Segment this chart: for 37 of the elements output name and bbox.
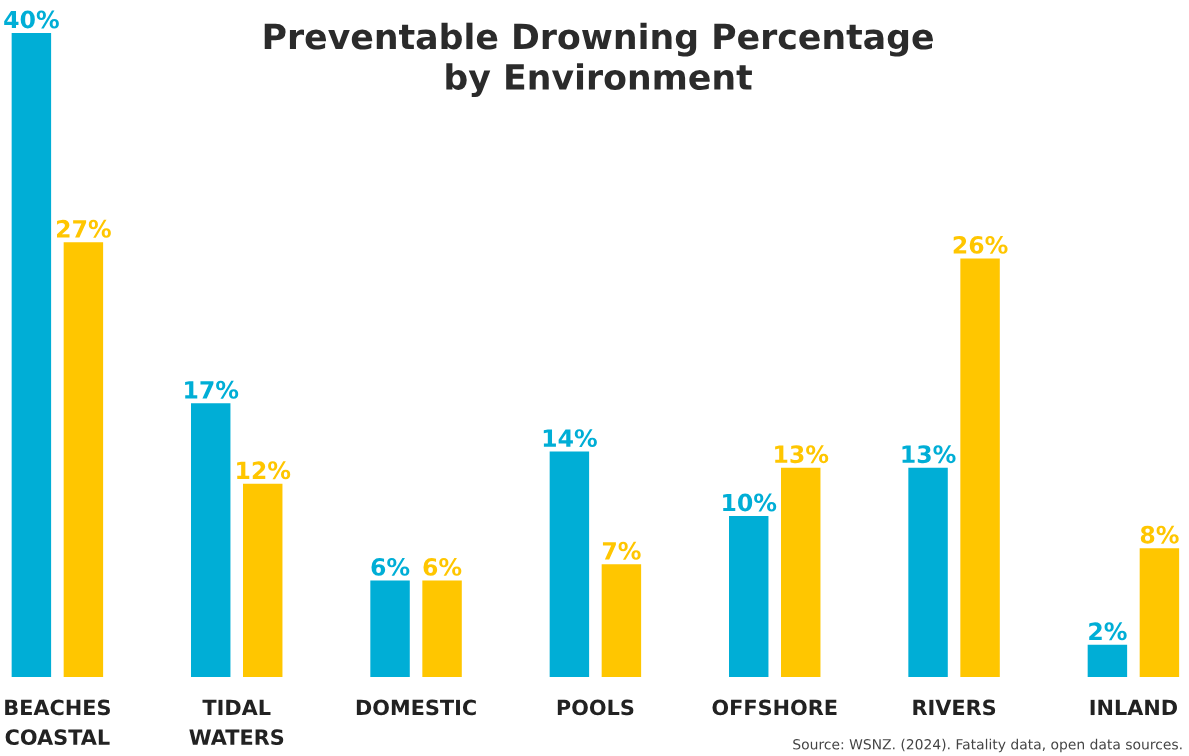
data-label: 8% bbox=[1140, 525, 1179, 544]
data-label: 27% bbox=[57, 219, 111, 238]
data-label: 13% bbox=[902, 445, 956, 464]
data-label: 6% bbox=[371, 557, 410, 576]
bar bbox=[422, 580, 462, 677]
data-label: 6% bbox=[423, 557, 462, 576]
data-label: 7% bbox=[602, 541, 641, 560]
data-label: 12% bbox=[237, 461, 291, 480]
x-tick-label: OFFSHORE bbox=[712, 699, 837, 716]
data-label: 26% bbox=[953, 235, 1008, 254]
bar bbox=[63, 242, 104, 677]
x-tick-label: RIVERS bbox=[913, 699, 996, 716]
bar bbox=[549, 451, 590, 677]
data-label: 14% bbox=[543, 429, 597, 448]
x-tick-label: DOMESTIC bbox=[356, 699, 476, 716]
bar bbox=[908, 467, 948, 677]
bar bbox=[11, 33, 52, 677]
x-tick-label: TIDAL WATERS bbox=[189, 699, 284, 746]
chart-title: Preventable Drowning Percentage by Environment bbox=[264, 22, 933, 98]
data-label: 13% bbox=[775, 445, 829, 464]
bar bbox=[370, 580, 410, 677]
data-label: 17% bbox=[185, 380, 239, 399]
bar bbox=[781, 467, 821, 677]
data-label: 10% bbox=[723, 493, 777, 512]
source-note: Source: WSNZ. (2024). Fatality data, open data sources. bbox=[793, 738, 1182, 753]
bar bbox=[1139, 548, 1180, 677]
bar bbox=[601, 564, 642, 677]
data-label: 2% bbox=[1089, 622, 1127, 641]
bar bbox=[243, 483, 283, 677]
x-tick-label: INLAND bbox=[1090, 699, 1177, 716]
bar bbox=[960, 258, 1000, 677]
data-label: 40% bbox=[4, 10, 59, 29]
x-tick-label: BEACHES COASTAL bbox=[5, 699, 110, 746]
bar bbox=[190, 403, 231, 677]
bar bbox=[1087, 644, 1128, 677]
bar bbox=[729, 516, 769, 677]
x-tick-label: POOLS bbox=[557, 699, 634, 716]
